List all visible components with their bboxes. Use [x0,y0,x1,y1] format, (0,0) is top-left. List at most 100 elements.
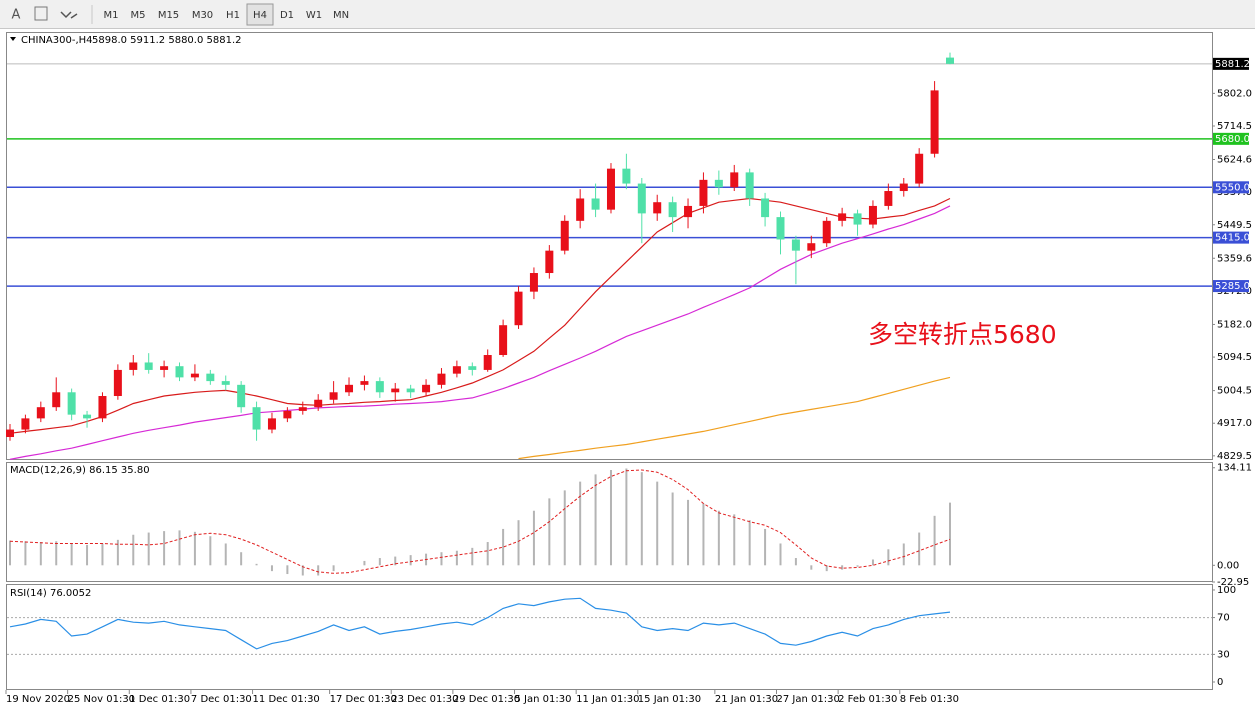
candle-body [529,273,538,292]
candle-body [622,168,631,184]
level-label: 5415.0 [1215,233,1250,244]
candle-body [730,172,739,188]
y-tick-label: 5802.0 [1217,88,1252,99]
candle-body [714,179,723,188]
y-tick-label: 0.00 [1217,560,1239,571]
x-tick-label: 21 Jan 01:30 [715,694,778,705]
symbol-menu[interactable] [10,37,16,41]
y-tick-label: 100 [1217,585,1236,596]
timeframe-label[interactable]: W1 [306,10,322,21]
candle-body [375,381,384,393]
candle-body [345,384,354,393]
candle-body [653,202,662,214]
candle-body [946,57,954,64]
timeframe-label[interactable]: M15 [158,10,179,21]
timeframe-label[interactable]: H4 [253,10,267,21]
moving-average [518,376,951,460]
x-tick-label: 8 Feb 01:30 [900,694,959,705]
candle-body [83,414,92,419]
candle-body [206,373,215,382]
candle-body [514,291,523,326]
candle-body [267,418,276,430]
candle-body [637,183,646,214]
y-tick-label: 4917.0 [1217,418,1252,429]
level-tag [1213,280,1249,293]
rsi-title: RSI(14) 76.0052 [10,588,91,599]
y-tick-label: 5182.0 [1217,319,1252,330]
last-price-label: 5881.2 [1215,59,1250,70]
label-tool[interactable] [34,6,48,21]
x-tick-label: 15 Jan 01:30 [638,694,701,705]
timeframe-label[interactable]: M30 [192,10,213,21]
candle-body [853,213,862,225]
y-tick-label: 5449.5 [1217,220,1252,231]
text-tool[interactable]: A [12,8,21,23]
candle-body [807,243,816,251]
candle-body [899,183,908,192]
timeframe-label[interactable]: D1 [280,10,294,21]
candle-body [391,388,400,393]
y-tick-label: 70 [1217,613,1230,624]
candle-body [129,362,138,370]
y-tick-label: 5714.5 [1217,121,1252,132]
y-tick-label: 0 [1217,677,1223,688]
x-tick-label: 2 Feb 01:30 [838,694,897,705]
candle-body [591,198,600,210]
candle-body [560,220,569,251]
level-label: 5550.0 [1215,182,1250,193]
toolbar-bg [0,0,1255,29]
level-tag [1213,231,1249,244]
level-tag [1213,181,1249,194]
candle-body [838,213,847,221]
moving-average [9,197,951,434]
candle-body [298,407,307,411]
candle-body [684,205,693,218]
timeframe-label[interactable]: MN [333,10,349,21]
x-tick-label: 11 Jan 01:30 [576,694,639,705]
candle-body [175,366,184,378]
y-tick-label: 134.11 [1217,463,1252,474]
rsi-line [9,597,951,650]
candle-body [884,191,893,206]
candle-body [221,381,230,385]
candle-body [576,198,585,221]
y-tick-label: 5094.5 [1217,352,1252,363]
toolbar: A [0,0,1255,29]
candle-body [283,410,292,419]
candle-body [21,418,30,430]
candle-body [699,179,708,206]
candle-body [437,373,446,385]
chart-title: CHINA300-,H4 [21,35,93,46]
timeframe-label[interactable]: M5 [131,10,146,21]
candle-body [190,373,199,378]
candle-body [422,384,431,393]
candle-body [98,396,107,419]
candle-body [745,172,754,199]
candle-body [314,399,323,408]
candle-body [483,355,492,370]
candle-body [930,90,939,154]
level-label: 5680.0 [1215,134,1250,145]
candle-body [52,392,61,408]
shapes-tool[interactable] [60,11,78,19]
candle-body [606,168,615,210]
candle-body [499,325,508,356]
candle-body [144,362,153,370]
macd-signal [9,469,951,574]
timeframe-label[interactable]: M1 [104,10,119,21]
level-tag [1213,132,1249,145]
candle-body [160,366,169,370]
candle-body [113,369,122,397]
y-tick-label: 5004.5 [1217,386,1252,397]
timeframe-label[interactable]: H1 [226,10,240,21]
candle-body [237,384,246,408]
candle-body [452,366,461,374]
timeframe-button[interactable] [246,3,274,26]
x-tick-label: 17 Dec 01:30 [330,694,397,705]
x-tick-label: 23 Dec 01:30 [391,694,458,705]
level-label: 5285.0 [1215,281,1250,292]
y-tick-label: 4829.5 [1217,451,1252,462]
candle-body [36,407,45,419]
